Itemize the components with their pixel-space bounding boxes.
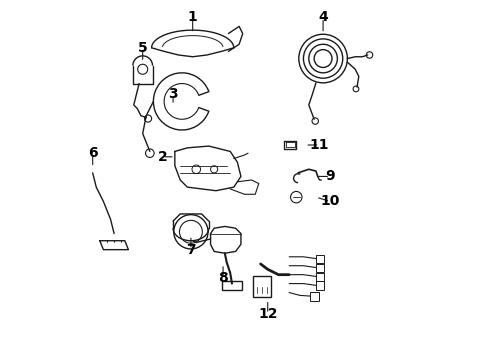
Text: 1: 1	[187, 10, 197, 24]
Text: 8: 8	[218, 271, 227, 285]
Text: 7: 7	[186, 243, 195, 257]
Text: 11: 11	[309, 138, 328, 152]
Text: 4: 4	[318, 10, 327, 24]
Text: 6: 6	[88, 146, 97, 160]
Text: 3: 3	[168, 87, 178, 101]
Text: 2: 2	[157, 150, 167, 164]
Text: 5: 5	[138, 41, 147, 55]
Text: 9: 9	[325, 170, 334, 184]
Text: 10: 10	[320, 194, 339, 208]
Text: 12: 12	[258, 307, 277, 321]
